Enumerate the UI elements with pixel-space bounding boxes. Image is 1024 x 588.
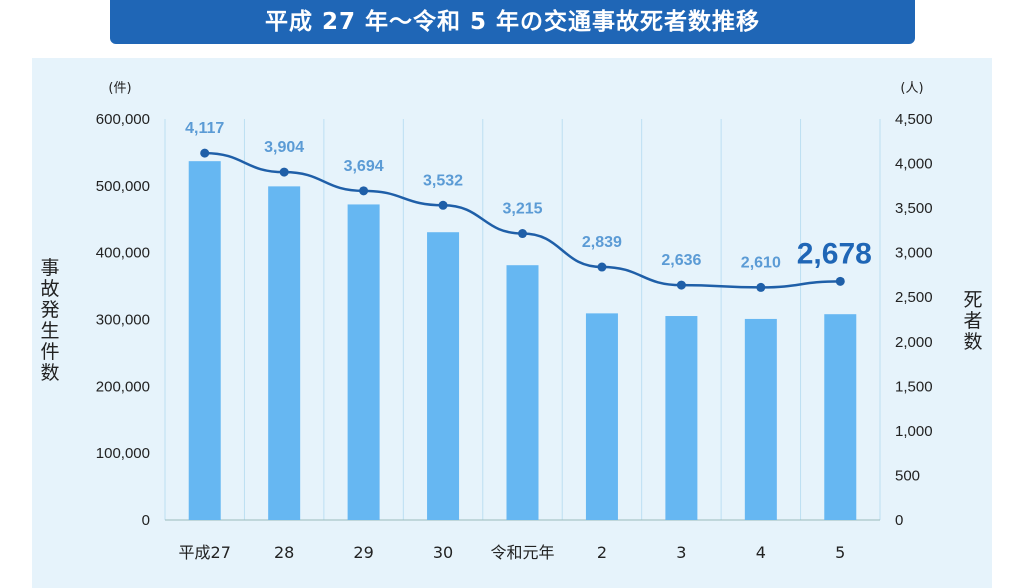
x-tick-label: 2 <box>597 543 607 562</box>
right-tick-label: 3,000 <box>895 245 933 262</box>
left-tick-label: 100,000 <box>96 445 150 462</box>
line-point <box>835 276 845 286</box>
bar <box>506 265 539 520</box>
bar <box>585 313 618 520</box>
line-point <box>359 186 369 196</box>
bar <box>268 186 301 521</box>
right-tick-label: 2,500 <box>895 289 933 306</box>
data-label: 2,610 <box>741 254 781 271</box>
left-axis-title: 事故発生件数 <box>40 257 60 384</box>
right-tick-label: 4,000 <box>895 156 933 173</box>
left-tick-label: 200,000 <box>96 378 150 395</box>
left-tick-label: 400,000 <box>96 245 150 262</box>
bar <box>188 161 221 521</box>
right-tick-label: 1,500 <box>895 378 933 395</box>
right-tick-label: 4,500 <box>895 111 933 128</box>
x-tick-label: 30 <box>433 543 453 562</box>
right-unit-label: (人) <box>900 81 923 96</box>
line-point <box>200 148 210 158</box>
x-tick-label: 5 <box>835 543 845 562</box>
x-tick-label: 3 <box>676 543 686 562</box>
data-label: 3,215 <box>502 201 542 218</box>
line-point <box>279 167 289 177</box>
right-tick-label: 500 <box>895 467 920 484</box>
chart-title: 平成 27 年〜令和 5 年の交通事故死者数推移 <box>110 0 915 44</box>
left-tick-label: 300,000 <box>96 312 150 329</box>
line-point <box>438 200 448 210</box>
x-tick-label: 平成27 <box>179 543 231 562</box>
bar <box>427 232 460 520</box>
combo-chart: 0 100,000 200,000 300,000 400,000 500,000 600,… <box>96 81 933 562</box>
left-unit-label: (件) <box>108 81 131 96</box>
x-tick-label: 4 <box>756 543 766 562</box>
x-tick-label: 28 <box>274 543 294 562</box>
left-tick-label: 600,000 <box>96 111 150 128</box>
x-tick-label: 29 <box>353 543 373 562</box>
data-label: 2,678 <box>797 237 872 270</box>
bar <box>665 316 698 520</box>
x-tick-label: 令和元年 <box>490 543 554 562</box>
line-point <box>597 262 607 272</box>
line-point <box>676 280 686 290</box>
data-label: 3,904 <box>264 139 304 156</box>
left-tick-label: 500,000 <box>96 178 150 195</box>
data-label: 2,839 <box>582 234 622 251</box>
line-point <box>518 229 527 239</box>
right-tick-label: 3,500 <box>895 200 933 217</box>
right-tick-label: 2,000 <box>895 334 933 351</box>
bar <box>824 314 857 520</box>
data-label: 4,117 <box>185 120 224 137</box>
bar <box>744 318 777 520</box>
line-point <box>756 282 766 292</box>
bar <box>347 204 380 520</box>
data-label: 2,636 <box>661 252 701 269</box>
data-label: 3,694 <box>344 158 384 175</box>
left-tick-label: 0 <box>142 512 150 529</box>
right-tick-label: 1,000 <box>895 423 933 440</box>
right-axis-title: 死者数 <box>963 289 983 353</box>
data-label: 3,532 <box>423 172 463 189</box>
right-tick-label: 0 <box>895 512 903 529</box>
